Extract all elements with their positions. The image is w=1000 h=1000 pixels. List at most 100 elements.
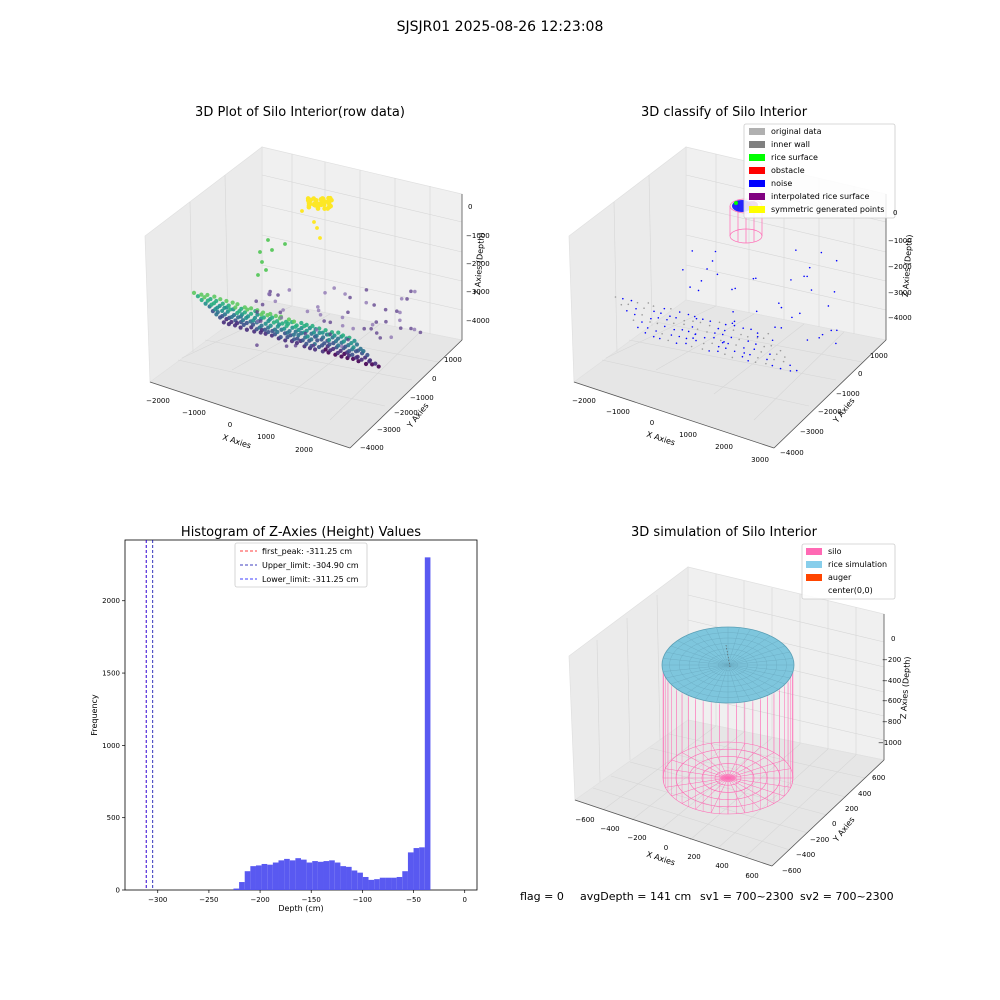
scatter-point bbox=[307, 201, 313, 207]
silo-base-spoke bbox=[727, 777, 775, 804]
scatter-point bbox=[359, 357, 364, 362]
rice-surface-spoke bbox=[727, 664, 751, 701]
y-tick-label: 1000 bbox=[102, 742, 120, 750]
scatter-point bbox=[255, 310, 259, 314]
status-sv1: sv1 = 700~2300 bbox=[700, 890, 794, 903]
raw-x-axis-label: X Axies bbox=[221, 433, 252, 451]
scatter-point bbox=[384, 319, 388, 324]
scatter-point bbox=[240, 318, 246, 323]
scatter-point bbox=[630, 299, 633, 302]
silo-base-center bbox=[720, 774, 736, 782]
scatter-point bbox=[286, 317, 292, 322]
silo-base-spoke bbox=[681, 752, 729, 779]
scatter-point bbox=[675, 342, 678, 344]
scatter-point bbox=[691, 250, 694, 252]
scatter-point bbox=[304, 322, 309, 328]
histogram-bar bbox=[368, 879, 375, 890]
classify-z-axis-label: Z Axies (Depth) bbox=[901, 234, 914, 297]
histogram-bar bbox=[317, 861, 324, 890]
x-tick-label: −200 bbox=[250, 896, 269, 904]
scatter-point bbox=[724, 323, 727, 326]
histogram-y-axis-label: Frequency bbox=[90, 694, 99, 736]
scatter-point bbox=[754, 361, 757, 363]
z-tick-label: −400 bbox=[882, 677, 901, 685]
histogram-bar bbox=[346, 866, 352, 890]
scatter-point bbox=[316, 308, 321, 313]
x-tick-label: 3000 bbox=[751, 456, 769, 464]
scatter-point bbox=[405, 297, 409, 301]
scatter-point bbox=[755, 310, 758, 313]
scatter-point bbox=[214, 298, 219, 304]
histogram-x-ticks: −300 −250 −200 −150 −100 −50 0 bbox=[148, 890, 467, 904]
raw-z-tick-labels: 0 −1000 −2000 −3000 −4000 bbox=[466, 203, 490, 325]
y-tick-label: 0 bbox=[832, 820, 836, 828]
x-tick-label: 0 bbox=[462, 896, 466, 904]
silo-base-spoke bbox=[727, 777, 746, 813]
legend-entry: rice surface bbox=[749, 153, 818, 162]
scatter-point bbox=[310, 323, 315, 329]
scatter-point bbox=[277, 322, 282, 327]
scatter-point bbox=[351, 326, 355, 331]
scatter-point bbox=[278, 310, 283, 315]
scatter-point bbox=[773, 358, 775, 361]
scatter-point bbox=[774, 326, 776, 328]
x-tick-label: 600 bbox=[745, 872, 758, 880]
scatter-point bbox=[355, 354, 360, 359]
scatter-point bbox=[727, 342, 729, 345]
scatter-point bbox=[339, 354, 344, 359]
legend-entry: first_peak: -311.25 cm bbox=[240, 547, 352, 556]
scatter-point bbox=[312, 220, 316, 224]
scatter-point bbox=[284, 344, 289, 348]
scatter-point bbox=[270, 315, 275, 320]
scatter-point bbox=[317, 330, 322, 335]
scatter-point bbox=[346, 343, 351, 348]
scatter-point bbox=[367, 358, 373, 363]
classify-z-tick-labels: 0 −1000 −2000 −3000 −4000 bbox=[888, 209, 912, 322]
scatter-point bbox=[683, 319, 686, 322]
silo-base-spoke bbox=[727, 768, 791, 779]
scatter-point bbox=[694, 333, 697, 336]
scatter-point bbox=[757, 356, 759, 359]
scatter-point bbox=[641, 321, 643, 323]
scatter-point bbox=[203, 301, 208, 306]
scatter-point bbox=[632, 319, 635, 321]
scatter-point bbox=[220, 301, 225, 306]
scatter-point bbox=[753, 348, 756, 351]
scatter-point bbox=[235, 321, 240, 326]
legend-swatch bbox=[749, 193, 765, 200]
scatter-point bbox=[655, 330, 657, 332]
histogram-bar bbox=[312, 861, 318, 890]
scatter-point bbox=[303, 331, 308, 336]
scatter-point bbox=[646, 327, 649, 329]
scatter-point bbox=[714, 332, 716, 334]
scatter-point bbox=[670, 334, 673, 336]
scatter-point bbox=[199, 297, 204, 303]
scatter-point bbox=[255, 319, 260, 324]
rice-surface-spoke bbox=[677, 640, 729, 666]
scatter-point bbox=[749, 353, 751, 356]
raw-axis-lines bbox=[149, 194, 463, 449]
scatter-point bbox=[733, 320, 736, 323]
scatter-point bbox=[833, 291, 836, 293]
scatter-point bbox=[762, 337, 765, 340]
scatter-point bbox=[678, 335, 681, 338]
scatter-point bbox=[409, 289, 413, 294]
scatter-point bbox=[328, 332, 332, 337]
scatter-point bbox=[633, 313, 636, 316]
auger-line bbox=[725, 644, 731, 668]
scatter-point bbox=[235, 302, 240, 307]
scatter-point bbox=[245, 314, 251, 319]
histogram-plot-frame bbox=[124, 539, 478, 891]
scatter-point bbox=[656, 322, 659, 325]
scatter-point bbox=[672, 322, 675, 325]
rice-surface-spoke bbox=[727, 658, 794, 666]
scatter-point bbox=[202, 295, 207, 300]
scatter-point bbox=[717, 327, 720, 330]
histogram-bar bbox=[340, 866, 347, 890]
scatter-point bbox=[398, 310, 402, 315]
x-tick-label: 0 bbox=[664, 844, 668, 852]
scatter-point bbox=[267, 292, 271, 296]
scatter-point bbox=[706, 331, 708, 333]
scatter-point bbox=[361, 349, 366, 354]
scatter-point bbox=[701, 348, 704, 350]
